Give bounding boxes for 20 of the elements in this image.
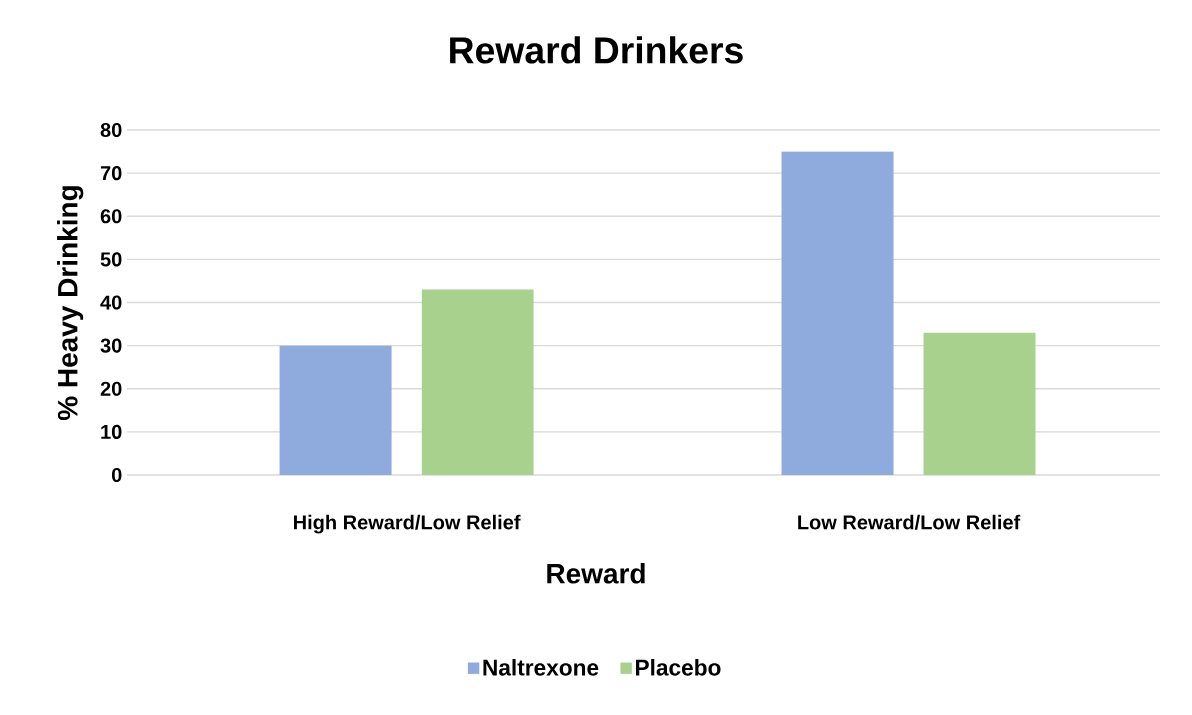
- y-tick-label: 20: [100, 381, 122, 396]
- legend-label: Placebo: [636, 658, 721, 676]
- y-tick-label: 80: [100, 122, 122, 138]
- y-tick-label: 0: [111, 467, 122, 483]
- bar: [421, 289, 534, 476]
- y-tick-label: 30: [100, 338, 122, 353]
- y-tick-label: 50: [100, 252, 122, 267]
- bar: [923, 332, 1036, 476]
- legend-label: Naltrexone: [483, 658, 599, 676]
- y-tick-label: 40: [100, 295, 122, 310]
- chart-title: Reward Drinkers: [450, 36, 743, 64]
- bar: [279, 345, 392, 476]
- y-tick-label: 60: [100, 209, 122, 224]
- y-tick-label: 10: [101, 424, 122, 439]
- y-axis-title: % Heavy Drinking: [57, 186, 84, 421]
- x-axis-title: Reward: [547, 563, 645, 584]
- x-tick-label: High Reward/Low Relief: [294, 514, 521, 534]
- bar: [781, 151, 894, 476]
- y-tick-label: 70: [100, 166, 122, 181]
- x-tick-label: Low Reward/Low Relief: [798, 514, 1021, 530]
